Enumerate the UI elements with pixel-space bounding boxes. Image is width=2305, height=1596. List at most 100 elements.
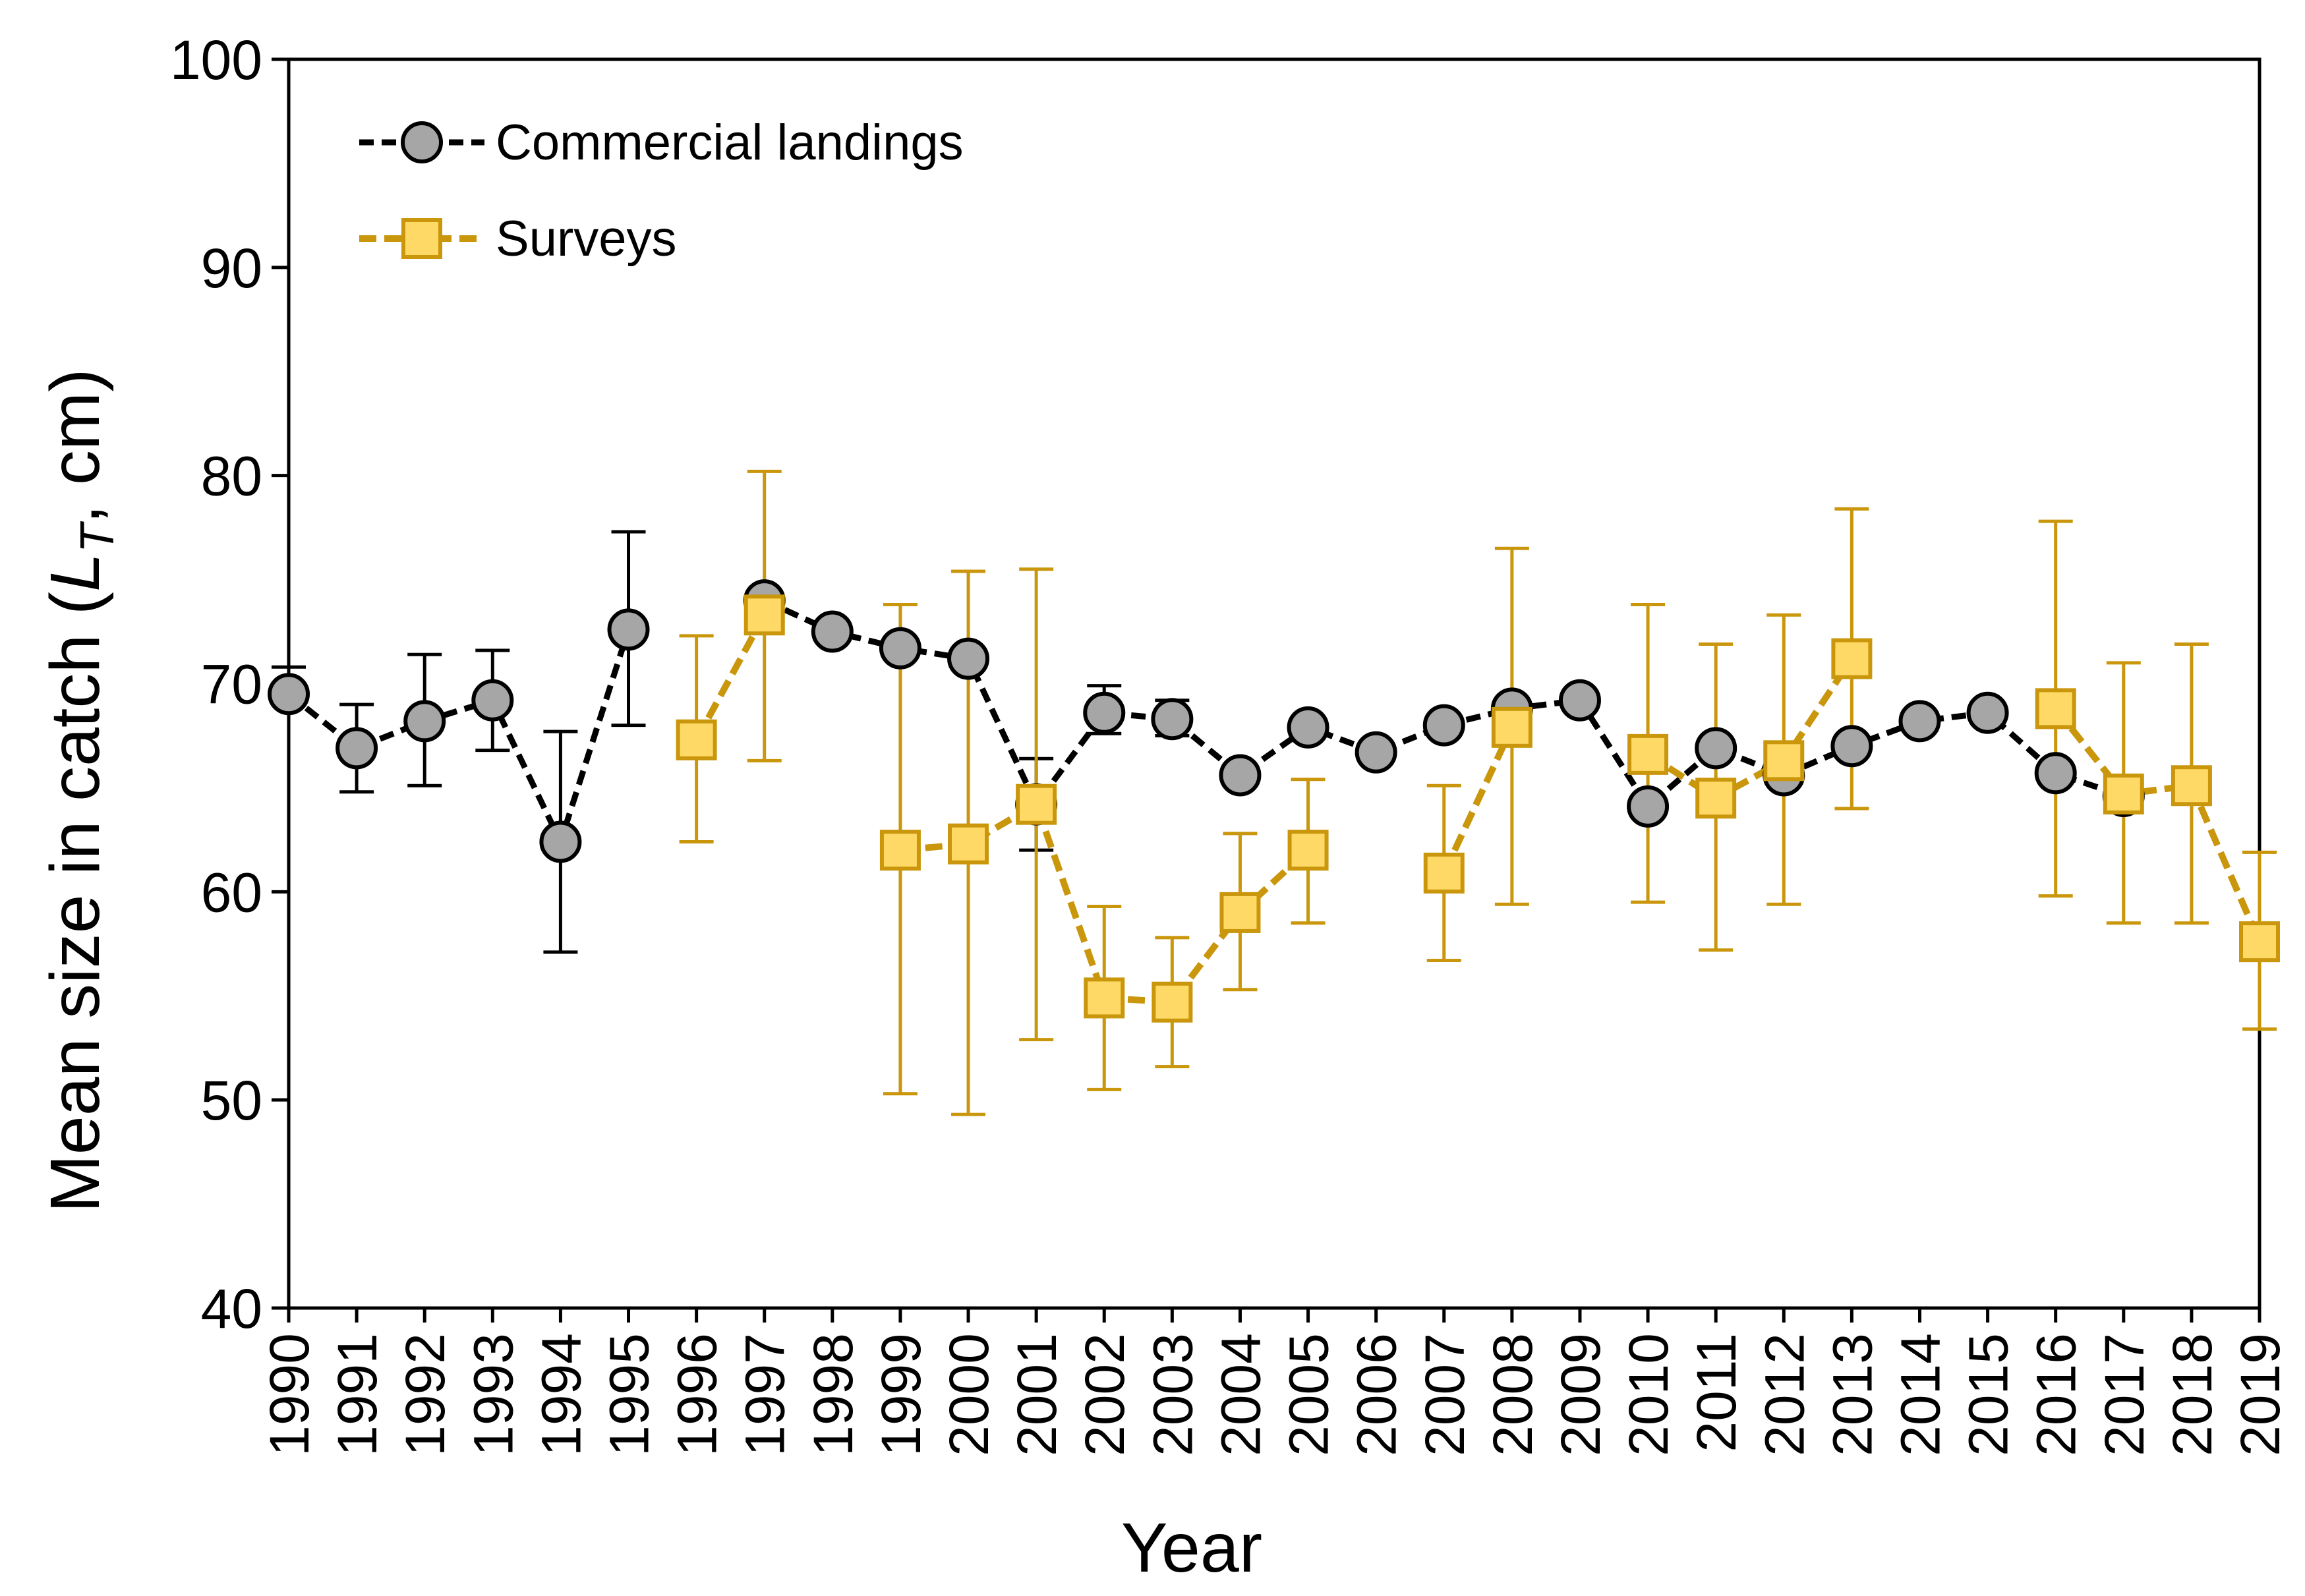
commercial-point	[1695, 727, 1737, 770]
surveys-point	[1016, 784, 1057, 825]
surveys-point	[1491, 706, 1532, 748]
x-tick-label: 2004	[1210, 1333, 1271, 1456]
legend: Commercial landings Surveys	[359, 115, 964, 267]
x-tick-label: 2019	[2229, 1333, 2291, 1456]
surveys-point	[879, 830, 921, 871]
surveys-series-line	[1646, 656, 1855, 802]
x-tick-label: 2005	[1278, 1333, 1340, 1456]
surveys-point	[948, 823, 989, 865]
legend-label-commercial: Commercial landings	[496, 115, 964, 171]
commercial-point	[1287, 706, 1329, 749]
surveys-point	[1763, 740, 1805, 782]
surveys-point	[1627, 733, 1669, 775]
x-tick-label: 2002	[1074, 1333, 1136, 1456]
commercial-point	[336, 727, 378, 770]
legend-marker-circle	[401, 121, 443, 163]
x-tick-label: 2007	[1414, 1333, 1476, 1456]
legend-label-surveys: Surveys	[496, 211, 677, 267]
y-tick-label: 60	[201, 861, 262, 923]
commercial-point	[1558, 679, 1601, 722]
x-tick-label: 1999	[870, 1333, 932, 1456]
x-tick-label: 2000	[938, 1333, 1000, 1456]
surveys-point	[744, 594, 785, 636]
commercial-series-line	[763, 598, 2125, 810]
commercial-point	[1966, 691, 2009, 734]
commercial-point	[1627, 785, 1670, 828]
y-tick-label: 70	[201, 654, 262, 716]
commercial-point	[1151, 698, 1194, 741]
legend-marker-square	[401, 218, 442, 259]
y-axis-title-prefix: Mean size in catch (	[36, 592, 114, 1213]
y-tick-label: 80	[201, 445, 262, 507]
surveys-point	[1219, 892, 1261, 933]
x-tick-label: 2001	[1006, 1333, 1068, 1456]
surveys-point	[2103, 773, 2144, 814]
x-tick-label: 2003	[1142, 1333, 1204, 1456]
x-tick-label: 1992	[394, 1333, 456, 1456]
surveys-point	[1695, 778, 1737, 819]
y-axis-title-suffix: , cm)	[36, 368, 114, 524]
surveys-point	[1423, 852, 1465, 894]
surveys-point	[2171, 765, 2212, 807]
surveys-series-line	[2053, 706, 2263, 944]
surveys-point	[1831, 638, 1873, 679]
surveys-point	[1084, 977, 1125, 1019]
commercial-point	[607, 608, 650, 651]
x-tick-label: 1991	[326, 1333, 388, 1456]
surveys-point	[1152, 981, 1193, 1023]
y-axis-title-subscript: T	[71, 521, 124, 553]
legend-item-commercial-landings: Commercial landings	[359, 115, 964, 171]
x-tick-label: 1997	[734, 1333, 796, 1456]
y-tick-label: 90	[201, 237, 262, 299]
x-tick-label: 1998	[802, 1333, 864, 1456]
commercial-point	[1355, 731, 1397, 774]
x-tick-label: 2012	[1753, 1333, 1815, 1456]
commercial-point	[811, 610, 854, 653]
commercial-point	[1898, 700, 1941, 743]
surveys-point	[1287, 830, 1329, 871]
commercial-point	[2034, 752, 2077, 795]
commercial-point	[1422, 704, 1465, 747]
x-tick-label: 2006	[1346, 1333, 1408, 1456]
y-tick-label: 50	[201, 1069, 262, 1131]
x-tick-label: 1994	[530, 1333, 592, 1456]
commercial-point	[268, 673, 310, 716]
x-tick-label: 1990	[258, 1333, 320, 1456]
commercial-point	[1219, 754, 1262, 797]
surveys-point	[2035, 688, 2076, 729]
x-tick-label: 2017	[2093, 1333, 2155, 1456]
x-tick-label: 1993	[462, 1333, 524, 1456]
commercial-point	[879, 627, 921, 670]
x-tick-label: 1995	[598, 1333, 660, 1456]
x-tick-label: 2014	[1889, 1333, 1951, 1456]
x-tick-label: 2016	[2026, 1333, 2087, 1456]
surveys-point	[2239, 921, 2280, 963]
error-bars-layer	[272, 469, 2277, 1116]
surveys-series-line	[1441, 726, 1515, 875]
surveys-point	[676, 719, 717, 760]
x-tick-label: 2008	[1482, 1333, 1544, 1456]
y-tick-label: 100	[170, 29, 262, 91]
x-tick-label: 2013	[1821, 1333, 1883, 1456]
x-tick-label: 2015	[1958, 1333, 2020, 1456]
x-tick-label: 2009	[1550, 1333, 1612, 1456]
y-tick-label: 40	[201, 1278, 262, 1340]
commercial-point	[947, 637, 990, 680]
y-axis-title: Mean size in catch (LT, cm)	[36, 368, 124, 1212]
commercial-point	[403, 700, 446, 743]
x-tick-label: 2010	[1618, 1333, 1679, 1456]
series-lines-layer	[287, 598, 2263, 1006]
x-tick-label: 2018	[2161, 1333, 2223, 1456]
legend-item-surveys: Surveys	[359, 211, 677, 267]
y-axis-title-var: L	[36, 553, 114, 592]
commercial-point	[539, 820, 582, 863]
x-tick-label: 1996	[666, 1333, 728, 1456]
x-tick-label: 2011	[1685, 1333, 1747, 1452]
commercial-point	[471, 679, 514, 722]
markers-layer	[268, 579, 2280, 1023]
commercial-point	[1830, 725, 1873, 768]
commercial-point	[1083, 691, 1126, 734]
x-axis-title: Year	[1121, 1509, 1262, 1587]
